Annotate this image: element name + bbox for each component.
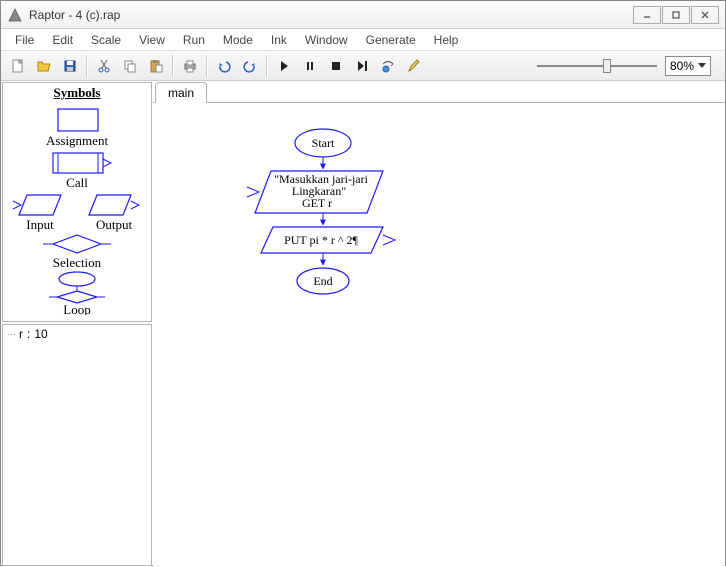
svg-text:Selection: Selection — [53, 255, 102, 270]
flowchart-svg: Start "Masukkan jari-jari Lingkaran" GET… — [153, 103, 723, 563]
symbol-call[interactable]: Call — [53, 153, 111, 190]
flow-node-start[interactable]: Start — [295, 129, 351, 157]
symbol-selection[interactable]: Selection — [43, 235, 111, 270]
symbols-palette: Assignment Call Input Output — [3, 101, 151, 315]
new-button[interactable] — [6, 54, 30, 78]
menu-window[interactable]: Window — [297, 31, 356, 49]
menu-scale[interactable]: Scale — [83, 31, 129, 49]
save-button[interactable] — [58, 54, 82, 78]
step-button[interactable] — [350, 54, 374, 78]
redo-button[interactable] — [238, 54, 262, 78]
pause-button[interactable] — [298, 54, 322, 78]
svg-text:PUT pi * r ^ 2¶: PUT pi * r ^ 2¶ — [284, 233, 358, 247]
watch-var-value: 10 — [34, 327, 47, 341]
window-controls — [633, 6, 719, 24]
svg-text:GET r: GET r — [302, 196, 332, 210]
flow-node-output[interactable]: PUT pi * r ^ 2¶ — [261, 227, 395, 253]
play-button[interactable] — [272, 54, 296, 78]
pen-button[interactable] — [402, 54, 426, 78]
dropdown-arrow-icon — [698, 63, 706, 68]
symbol-input[interactable]: Input — [13, 195, 61, 232]
minimize-button[interactable] — [633, 6, 661, 24]
copy-button[interactable] — [118, 54, 142, 78]
zoom-select[interactable]: 80% — [665, 56, 711, 76]
toolbar-separator — [86, 55, 88, 77]
svg-text:Call: Call — [66, 175, 88, 190]
menu-help[interactable]: Help — [426, 31, 467, 49]
paste-button[interactable] — [144, 54, 168, 78]
tabstrip: main — [153, 81, 725, 103]
menu-edit[interactable]: Edit — [44, 31, 81, 49]
tree-dots-icon: ⋯ — [7, 329, 15, 340]
toolbar: 80% — [1, 51, 725, 81]
app-icon — [7, 7, 23, 23]
svg-text:Loop: Loop — [63, 302, 90, 315]
toolbar-separator — [172, 55, 174, 77]
stop-button[interactable] — [324, 54, 348, 78]
watch-var-name: r — [19, 327, 23, 341]
menubar: File Edit Scale View Run Mode Ink Window… — [1, 29, 725, 51]
window-title: Raptor - 4 (c).rap — [29, 8, 633, 22]
svg-text:Start: Start — [312, 136, 335, 150]
symbols-title: Symbols — [3, 83, 151, 101]
flow-node-end[interactable]: End — [297, 268, 349, 294]
svg-text:Assignment: Assignment — [46, 133, 109, 148]
svg-text:End: End — [313, 274, 332, 288]
symbol-loop[interactable]: Loop — [49, 272, 105, 315]
watch-item[interactable]: ⋯ r: 10 — [7, 327, 147, 341]
titlebar: Raptor - 4 (c).rap — [1, 1, 725, 29]
symbol-assignment[interactable]: Assignment — [46, 109, 109, 148]
canvas-area: main Start "Masukkan ja — [153, 81, 725, 567]
maximize-button[interactable] — [662, 6, 690, 24]
menu-file[interactable]: File — [7, 31, 42, 49]
menu-generate[interactable]: Generate — [358, 31, 424, 49]
speed-slider[interactable] — [537, 57, 657, 75]
toolbar-separator — [206, 55, 208, 77]
print-button[interactable] — [178, 54, 202, 78]
tab-main[interactable]: main — [155, 82, 207, 103]
symbols-panel: Symbols Assignment Call Input — [2, 82, 152, 322]
cut-button[interactable] — [92, 54, 116, 78]
step-over-button[interactable] — [376, 54, 400, 78]
svg-text:Output: Output — [96, 217, 133, 232]
menu-mode[interactable]: Mode — [215, 31, 261, 49]
flow-node-input[interactable]: "Masukkan jari-jari Lingkaran" GET r — [247, 171, 383, 213]
symbol-output[interactable]: Output — [89, 195, 139, 232]
open-button[interactable] — [32, 54, 56, 78]
workspace: Symbols Assignment Call Input — [1, 81, 725, 567]
zoom-value: 80% — [670, 59, 694, 73]
flowchart-canvas[interactable]: Start "Masukkan jari-jari Lingkaran" GET… — [153, 103, 725, 567]
toolbar-separator — [266, 55, 268, 77]
watch-panel: ⋯ r: 10 — [2, 324, 152, 566]
menu-ink[interactable]: Ink — [263, 31, 295, 49]
svg-text:Input: Input — [26, 217, 54, 232]
left-panel: Symbols Assignment Call Input — [1, 81, 153, 567]
menu-run[interactable]: Run — [175, 31, 213, 49]
close-button[interactable] — [691, 6, 719, 24]
menu-view[interactable]: View — [131, 31, 173, 49]
undo-button[interactable] — [212, 54, 236, 78]
